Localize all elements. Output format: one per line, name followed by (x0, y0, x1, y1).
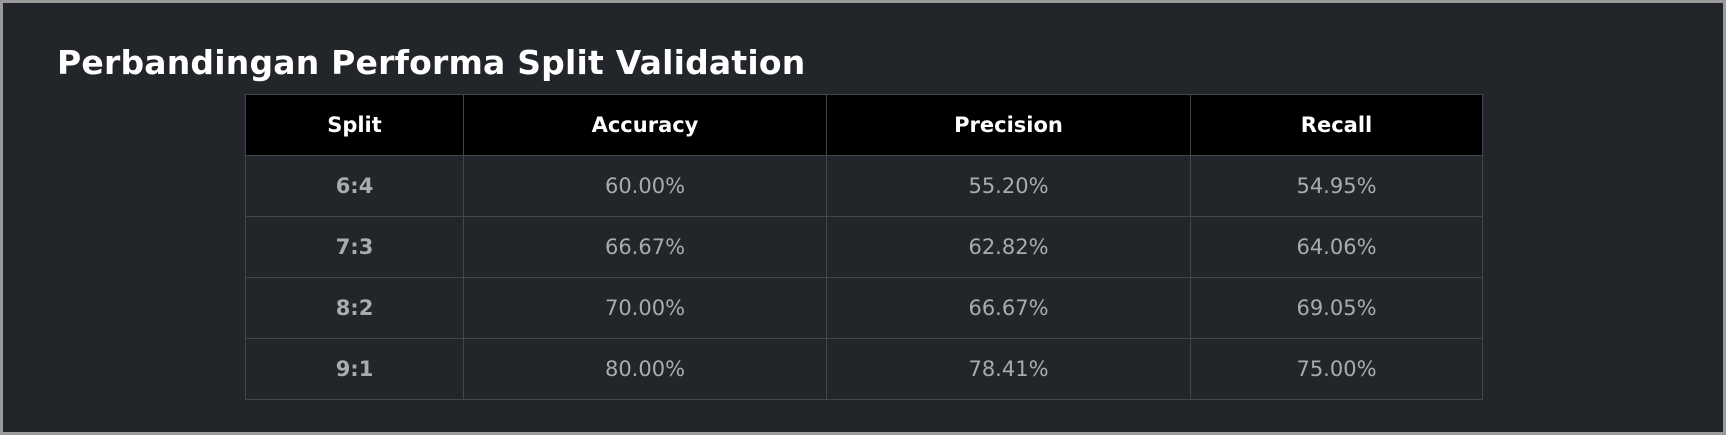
table-body: 6:4 60.00% 55.20% 54.95% 7:3 66.67% 62.8… (245, 155, 1483, 400)
recall-cell: 75.00% (1190, 338, 1483, 400)
precision-cell: 62.82% (826, 216, 1191, 278)
accuracy-cell: 70.00% (463, 277, 827, 339)
table-header-row: Split Accuracy Precision Recall (245, 94, 1483, 156)
accuracy-cell: 80.00% (463, 338, 827, 400)
table-row: 7:3 66.67% 62.82% 64.06% (245, 216, 1483, 278)
page-title: Perbandingan Performa Split Validation (57, 43, 806, 82)
split-cell: 6:4 (245, 155, 464, 217)
column-header-precision: Precision (826, 94, 1191, 156)
recall-cell: 64.06% (1190, 216, 1483, 278)
column-header-split: Split (245, 94, 464, 156)
split-cell: 9:1 (245, 338, 464, 400)
precision-cell: 78.41% (826, 338, 1191, 400)
recall-cell: 69.05% (1190, 277, 1483, 339)
table-row: 8:2 70.00% 66.67% 69.05% (245, 277, 1483, 339)
split-cell: 7:3 (245, 216, 464, 278)
performance-table: Split Accuracy Precision Recall 6:4 60.0… (245, 94, 1483, 400)
table-row: 6:4 60.00% 55.20% 54.95% (245, 155, 1483, 217)
table-header: Split Accuracy Precision Recall (245, 94, 1483, 156)
accuracy-cell: 66.67% (463, 216, 827, 278)
table-row: 9:1 80.00% 78.41% 75.00% (245, 338, 1483, 400)
column-header-recall: Recall (1190, 94, 1483, 156)
accuracy-cell: 60.00% (463, 155, 827, 217)
precision-cell: 55.20% (826, 155, 1191, 217)
recall-cell: 54.95% (1190, 155, 1483, 217)
precision-cell: 66.67% (826, 277, 1191, 339)
column-header-accuracy: Accuracy (463, 94, 827, 156)
split-cell: 8:2 (245, 277, 464, 339)
